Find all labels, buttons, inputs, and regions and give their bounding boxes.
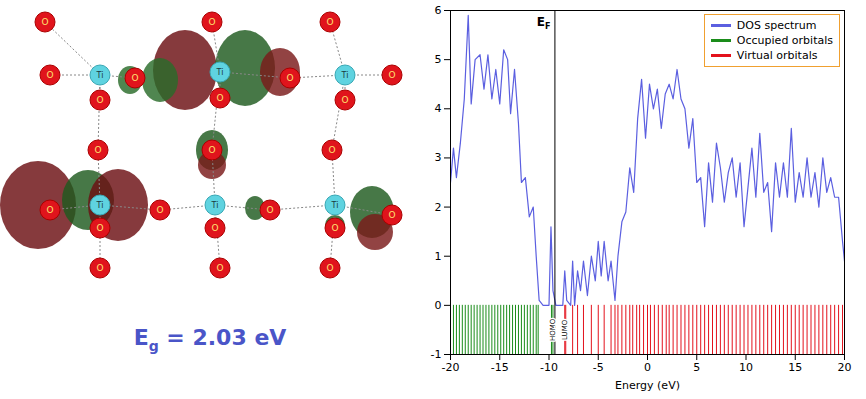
svg-text:0: 0 [644,361,651,374]
svg-text:20: 20 [838,361,852,374]
svg-text:O: O [326,263,333,273]
svg-text:O: O [341,95,348,105]
svg-text:O: O [286,73,293,83]
html-text:Virtual orbitals: Virtual orbitals [736,49,818,62]
svg-text:O: O [41,17,48,27]
svg-text:O: O [388,70,395,80]
svg-text:Ti: Ti [331,201,339,210]
svg-text:-20: -20 [442,361,460,374]
svg-text:Ti: Ti [96,201,104,210]
svg-text:Ti: Ti [211,201,219,210]
svg-text:Ti: Ti [96,71,104,80]
svg-text:LUMO: LUMO [561,319,569,340]
svg-text:O: O [96,263,103,273]
svg-text:-5: -5 [593,361,604,374]
svg-text:5: 5 [693,361,700,374]
svg-text:O: O [208,145,215,155]
svg-text:5: 5 [435,53,442,66]
svg-text:Ti: Ti [341,71,349,80]
html-text:Occupied orbitals: Occupied orbitals [736,34,833,47]
html-text:DOS spectrum: DOS spectrum [736,19,817,32]
svg-text:O: O [266,205,273,215]
svg-text:O: O [326,17,333,27]
svg-text:-1: -1 [431,348,442,361]
svg-text:4: 4 [435,102,442,115]
svg-text:O: O [46,205,53,215]
svg-text:1: 1 [435,250,442,263]
svg-text:Eg = 2.03 eV: Eg = 2.03 eV [134,325,287,354]
svg-text:O: O [388,210,395,220]
svg-text:-15: -15 [491,361,509,374]
svg-text:Energy (eV): Energy (eV) [615,379,680,392]
svg-text:O: O [131,73,138,83]
svg-text:O: O [46,70,53,80]
svg-text:HOMO: HOMO [549,318,557,341]
svg-text:0: 0 [435,299,442,312]
svg-text:O: O [211,223,218,233]
svg-text:6: 6 [435,4,442,17]
svg-text:O: O [208,17,215,27]
svg-text:O: O [328,145,335,155]
svg-text:-10: -10 [540,361,558,374]
svg-text:EF: EF [537,15,551,31]
svg-text:10: 10 [739,361,753,374]
svg-text:O: O [96,95,103,105]
svg-text:O: O [96,223,103,233]
svg-text:15: 15 [788,361,802,374]
svg-text:O: O [331,223,338,233]
svg-text:Ti: Ti [216,68,224,77]
svg-text:O: O [216,93,223,103]
svg-text:2: 2 [435,201,442,214]
svg-text:O: O [216,263,223,273]
svg-text:3: 3 [435,151,442,164]
svg-text:O: O [156,205,163,215]
svg-text:O: O [94,145,101,155]
